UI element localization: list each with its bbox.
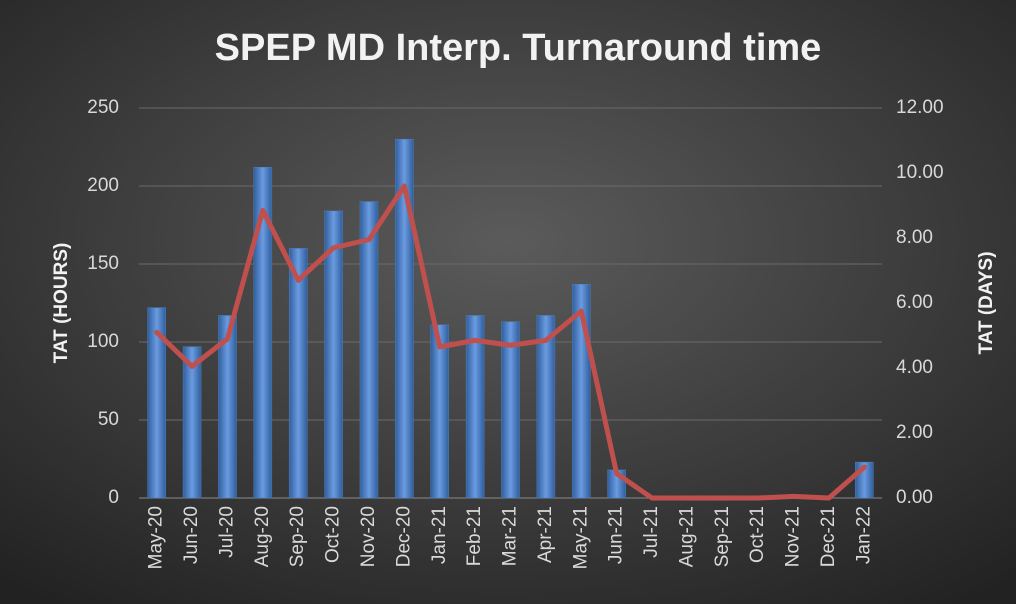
bar: [253, 167, 273, 499]
x-tick-label: Feb-21: [464, 506, 485, 566]
x-tick-label: Aug-20: [252, 506, 273, 567]
x-tick-label: Jan-22: [853, 506, 874, 564]
x-tick-label: Jan-21: [429, 506, 450, 564]
bar: [288, 248, 308, 499]
x-tick-label: Mar-21: [500, 506, 521, 566]
bar: [182, 346, 202, 499]
x-tick-label: Jul-20: [216, 506, 237, 558]
x-tick-label: Sep-21: [712, 506, 733, 567]
x-tick-label: Jul-21: [641, 506, 662, 558]
y2-tick-label: 8.00: [896, 227, 933, 248]
y2-tick-label: 2.00: [896, 422, 933, 443]
y-axis-title: TAT (HOURS): [51, 243, 72, 364]
x-tick-label: Oct-21: [747, 506, 768, 563]
y-tick-label: 50: [98, 409, 119, 430]
x-tick-label: Jun-21: [606, 506, 627, 564]
bar: [147, 307, 166, 499]
y2-tick-label: 12.00: [896, 97, 944, 118]
bar: [536, 315, 556, 499]
chart-title: SPEP MD Interp. Turnaround time: [215, 27, 822, 69]
y-tick-label: 200: [87, 175, 119, 196]
y-tick-label: 100: [87, 331, 119, 352]
bar: [359, 201, 379, 499]
x-tick-label: Apr-21: [535, 506, 556, 563]
y-tick-label: 150: [87, 253, 119, 274]
bar: [395, 138, 414, 499]
y2-tick-label: 4.00: [896, 357, 933, 378]
y-tick-label: 0: [108, 487, 119, 508]
line: [154, 183, 867, 501]
x-tick-label: Jun-20: [181, 506, 202, 564]
y2-tick-label: 10.00: [896, 162, 944, 183]
x-tick-label: Oct-20: [323, 506, 344, 563]
x-tick-label: May-21: [570, 506, 591, 569]
bar: [218, 315, 237, 499]
bar: [324, 210, 343, 499]
bar: [465, 315, 485, 499]
y2-tick-label: 6.00: [896, 292, 933, 313]
x-tick-label: Nov-20: [358, 506, 379, 567]
x-tick-label: Sep-20: [287, 506, 308, 567]
y-tick-label: 250: [87, 97, 119, 118]
y2-tick-label: 0.00: [896, 487, 933, 508]
bar: [501, 321, 520, 499]
x-tick-label: May-20: [146, 506, 167, 569]
x-tick-label: Nov-21: [783, 506, 804, 567]
x-tick-label: Aug-21: [676, 506, 697, 567]
x-tick-label: Dec-21: [818, 506, 839, 567]
bar: [430, 324, 449, 499]
x-tick-label: Dec-20: [393, 506, 414, 567]
y2-axis-title: TAT (DAYS): [976, 251, 997, 354]
